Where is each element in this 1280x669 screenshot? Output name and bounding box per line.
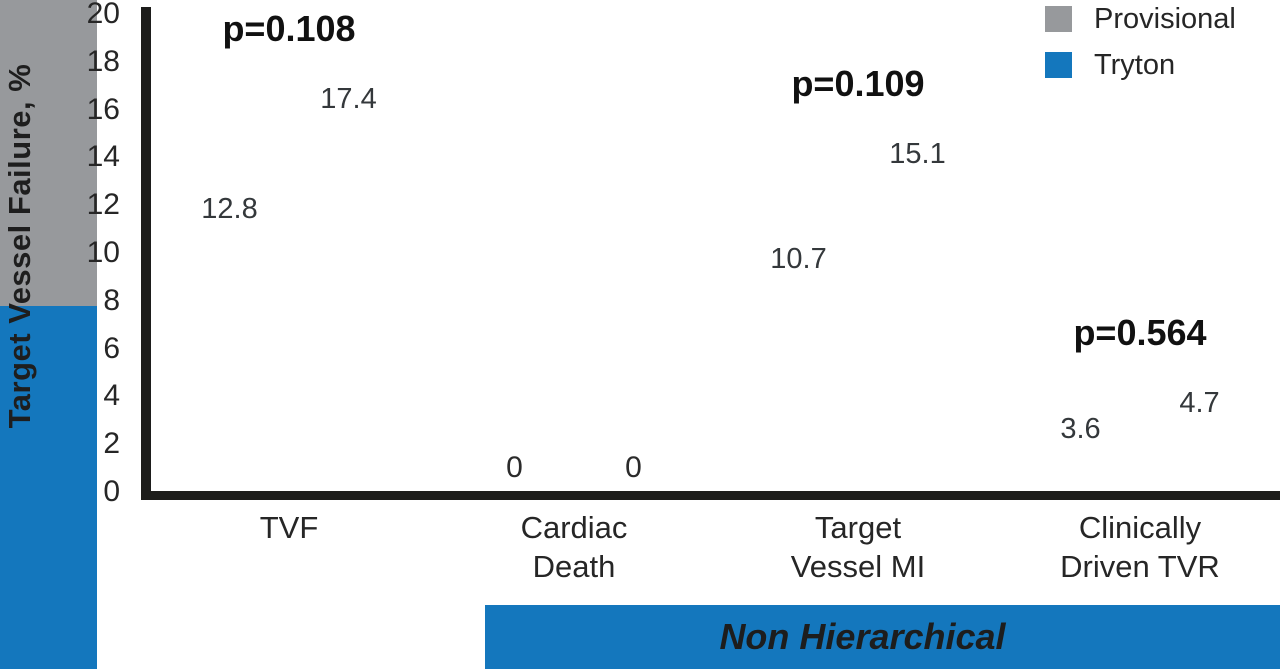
y-tick-label-16: 16 <box>86 92 120 126</box>
zero-value-label-provisional-1: 0 <box>506 451 523 484</box>
bar-tryton-0 <box>0 305 97 669</box>
category-label-3: Clinically Driven TVR <box>1060 510 1220 584</box>
legend: Provisional Tryton <box>1045 4 1236 80</box>
p-value-label-2: p=0.109 <box>791 63 925 105</box>
y-tick-label-20: 20 <box>86 0 120 30</box>
y-tick-label-18: 18 <box>86 44 120 78</box>
y-tick-label-6: 6 <box>103 331 120 365</box>
p-value-label-0: p=0.108 <box>222 8 356 50</box>
y-tick-label-8: 8 <box>103 283 120 317</box>
bar-value-label-tryton-0: 17.4 <box>320 83 377 116</box>
footer-band: Non Hierarchical <box>485 605 1280 669</box>
category-label-0: TVF <box>259 510 319 545</box>
legend-swatch-tryton <box>1045 52 1072 78</box>
bar-provisional-0 <box>0 0 97 306</box>
y-tick-label-12: 12 <box>86 188 120 222</box>
bar-value-label-tryton-3: 4.7 <box>1179 386 1220 419</box>
y-tick-label-0: 0 <box>103 475 120 508</box>
legend-swatch-provisional <box>1045 6 1072 32</box>
y-tick-label-2: 2 <box>103 427 120 461</box>
p-value-label-3: p=0.564 <box>1073 311 1207 353</box>
x-axis-line <box>141 491 1280 500</box>
legend-label-provisional: Provisional <box>1094 3 1236 35</box>
footer-band-label: Non Hierarchical <box>719 616 1006 657</box>
y-tick-label-10: 10 <box>86 236 120 269</box>
legend-item-provisional: Provisional <box>1045 4 1236 34</box>
legend-item-tryton: Tryton <box>1045 50 1236 80</box>
category-label-1: Cardiac Death <box>520 510 628 584</box>
bar-value-label-provisional-0: 12.8 <box>201 193 258 226</box>
bar-value-label-provisional-3: 3.6 <box>1060 412 1101 445</box>
legend-label-tryton: Tryton <box>1094 49 1176 81</box>
y-tick-label-4: 4 <box>103 379 120 413</box>
category-label-2: Target Vessel MI <box>790 510 926 584</box>
y-tick-label-14: 14 <box>86 140 120 174</box>
y-axis-line <box>141 7 151 500</box>
bar-value-label-tryton-2: 15.1 <box>889 138 946 171</box>
zero-value-label-tryton-1: 0 <box>625 451 642 484</box>
bar-value-label-provisional-2: 10.7 <box>770 243 827 276</box>
